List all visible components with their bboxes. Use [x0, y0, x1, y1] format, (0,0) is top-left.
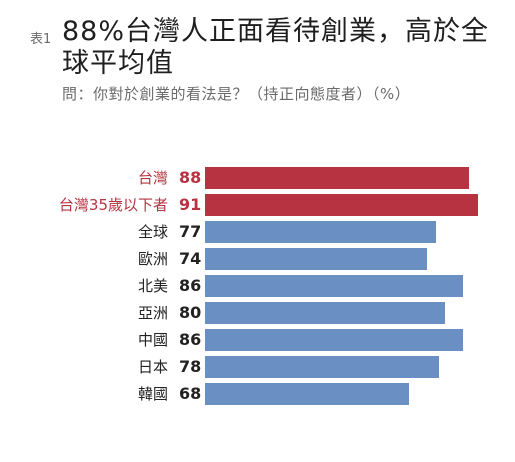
category-label: 台灣35歲以下者	[59, 196, 168, 214]
value-label: 86	[179, 330, 201, 349]
category-label: 日本	[138, 358, 168, 376]
table-number-tag: 表1	[30, 32, 52, 47]
value-label: 91	[179, 195, 201, 214]
bar-8	[205, 383, 409, 405]
value-label: 88	[179, 168, 201, 187]
bar-5	[205, 302, 445, 324]
chart-subtitle: 問：你對於創業的看法是？（持正向態度者）（%）	[62, 85, 411, 103]
category-label: 全球	[138, 223, 168, 241]
value-label: 86	[179, 276, 201, 295]
bar-7	[205, 356, 439, 378]
value-label: 74	[179, 249, 201, 268]
value-label: 77	[179, 222, 201, 241]
value-label: 68	[179, 384, 201, 403]
bar-1	[205, 194, 478, 216]
bar-0	[205, 167, 469, 189]
chart-title: 88%台灣人正面看待創業，高於全球平均值	[62, 16, 490, 79]
category-label: 中國	[138, 331, 168, 349]
value-label: 78	[179, 357, 201, 376]
category-label: 韓國	[138, 385, 168, 403]
category-label: 台灣	[138, 169, 168, 187]
bar-6	[205, 329, 463, 351]
bar-3	[205, 248, 427, 270]
category-label: 北美	[138, 277, 168, 295]
bar-2	[205, 221, 436, 243]
bar-4	[205, 275, 463, 297]
category-label: 亞洲	[138, 304, 168, 322]
category-label: 歐洲	[138, 250, 168, 268]
value-label: 80	[179, 303, 201, 322]
